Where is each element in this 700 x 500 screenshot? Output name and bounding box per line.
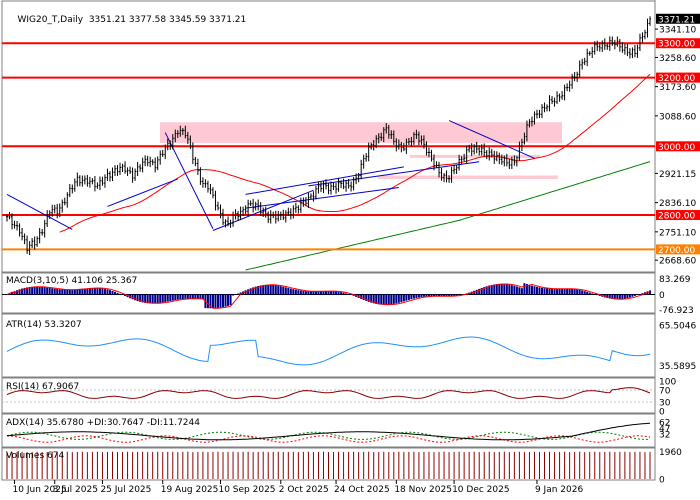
date-tick-label: 19 Aug 2025 (161, 485, 219, 495)
ma-50-line (59, 73, 651, 233)
atr-line (6, 336, 651, 366)
price-tick-label: 3341.10 (659, 26, 696, 36)
last-price-tag (656, 13, 700, 24)
support-zone (410, 154, 540, 158)
trend-line (448, 120, 535, 159)
level-label: 3200.00 (658, 74, 695, 84)
macd-tick-label: -76.923 (659, 306, 694, 316)
adx-title: ADX(14) 35.6780 +DI:30.7647 -DI:11.7244 (6, 418, 200, 428)
macd-title: MACD(3,10,5) 41.106 25.367 (6, 276, 138, 286)
level-tag (656, 141, 700, 152)
level-label: 2700.00 (658, 246, 695, 256)
trend-line (245, 187, 399, 209)
macd-tick-label: 0 (659, 291, 665, 301)
macd-signal-line (6, 283, 651, 309)
price-tick-label: 2668.60 (659, 257, 696, 267)
date-tick-label: 24 Oct 2025 (334, 485, 390, 495)
price-tick-label: 3173.60 (659, 83, 696, 93)
rsi-tick-label: 70 (659, 387, 671, 397)
level-tag (656, 38, 700, 49)
support-zone (378, 175, 558, 179)
level-tag (656, 210, 700, 221)
rsi-line (6, 387, 651, 399)
last-price-label: 3371.21 (658, 15, 695, 25)
rsi-tick-label: 30 (659, 399, 671, 409)
atr-tick-label: 65.5046 (659, 322, 696, 332)
date-tick-label: 2 Oct 2025 (279, 485, 329, 495)
trend-line (308, 161, 480, 187)
chart-title: WIG20_T,Daily 3351.21 3377.58 3345.59 33… (6, 4, 246, 37)
price-tick-label: 3088.60 (659, 112, 696, 122)
date-tick-label: 9 Jan 2026 (535, 485, 583, 495)
atr-title: ATR(14) 53.3207 (6, 320, 82, 330)
price-tick-label: 2751.10 (659, 228, 696, 238)
adx-tick-label: 47 (659, 425, 670, 435)
price-tick-label: 2836.10 (659, 199, 696, 209)
adx-tick-label: 32 (659, 431, 670, 441)
adx-line (6, 422, 651, 441)
rsi-tick-label: 0 (659, 408, 665, 418)
support-zone (160, 122, 562, 143)
trend-line (107, 178, 178, 207)
rsi-tick-label: 100 (659, 378, 676, 388)
minus-di-line (6, 435, 651, 443)
volume-tick-label: 1960 (659, 448, 682, 458)
price-tick-label: 2921.15 (659, 170, 696, 180)
level-label: 3300.00 (658, 40, 695, 50)
level-tag (656, 244, 700, 255)
volume-tick-label: 0 (659, 476, 665, 486)
level-label: 2800.00 (658, 212, 695, 222)
date-tick-label: 3 Jul 2025 (53, 485, 98, 495)
level-label: 3000.00 (658, 143, 695, 153)
symbol-label: WIG20_T,Daily (17, 15, 84, 25)
rsi-title: RSI(14) 67.9067 (6, 382, 80, 392)
date-tick-label: 10 Dec 2025 (452, 485, 510, 495)
date-tick-label: 25 Jul 2025 (100, 485, 151, 495)
macd-tick-label: 83.269 (659, 275, 691, 285)
atr-tick-label: 35.5895 (659, 362, 696, 372)
trend-line (245, 166, 404, 195)
ohlc-readout: 3351.21 3377.58 3345.59 3371.21 (88, 15, 247, 25)
ma-200-line (245, 161, 651, 271)
trend-line (6, 193, 73, 230)
price-tick-label: 3258.60 (659, 54, 696, 64)
pane-frame (1, 377, 656, 414)
date-tick-label: 10 Jun 2025 (13, 485, 67, 495)
volume-title: Volumes 674 (6, 451, 65, 461)
adx-tick-label: 62 (659, 419, 670, 429)
date-tick-label: 10 Sep 2025 (218, 485, 275, 495)
date-tick-label: 18 Nov 2025 (394, 485, 452, 495)
level-tag (656, 72, 700, 83)
